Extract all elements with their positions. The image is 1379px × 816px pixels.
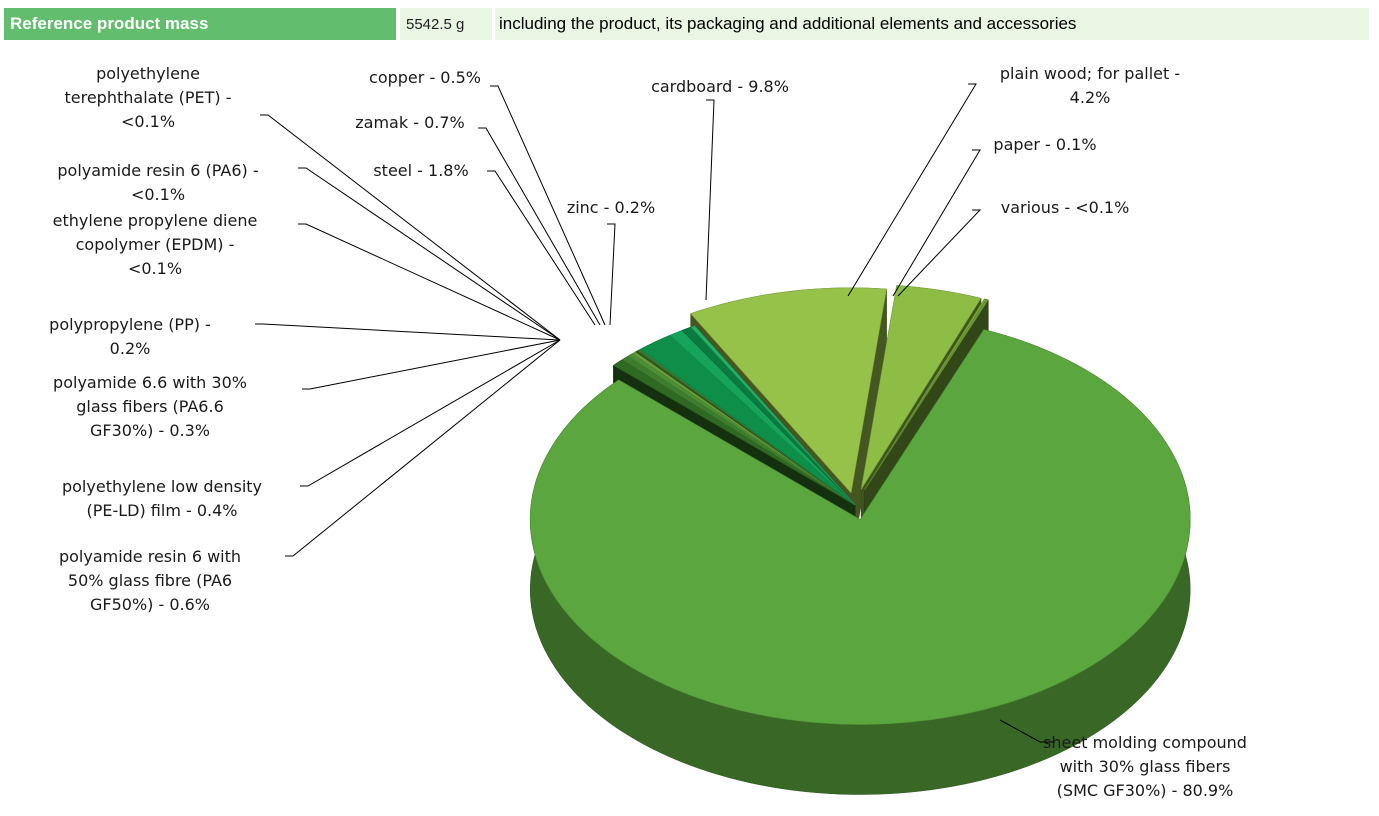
leader-line	[847, 83, 977, 297]
pie-slice	[864, 299, 989, 491]
leader-line	[490, 85, 606, 326]
leader-line	[255, 323, 561, 341]
leader-line	[897, 209, 982, 297]
leader-line	[300, 339, 561, 487]
leader-line	[298, 167, 561, 341]
pie-slice	[690, 287, 887, 494]
leader-line	[705, 99, 715, 301]
slice-label: steel - 1.8%	[373, 161, 468, 180]
slice-label: cardboard - 9.8%	[651, 77, 789, 96]
slice-label: polyethylene low density (PE-LD) film - 0…	[62, 477, 262, 520]
leader-line	[607, 223, 616, 326]
slice-label: zinc - 0.2%	[567, 198, 655, 217]
slice-label: sheet molding compound with 30% glass fib…	[1043, 733, 1247, 800]
leader-line	[478, 127, 601, 326]
slice-label: plain wood; for pallet -4.2%	[1000, 64, 1180, 107]
slice-label: paper - 0.1%	[993, 135, 1096, 154]
leader-line	[487, 170, 596, 326]
leader-line	[302, 339, 561, 390]
pie-slice	[690, 325, 856, 506]
slice-label: zamak - 0.7%	[355, 113, 464, 132]
slice-label: ethylene propylene diene copolymer (EPDM)…	[53, 211, 258, 278]
leader-line	[892, 149, 981, 297]
slice-label: various - <0.1%	[1001, 198, 1130, 217]
pie-slice	[529, 329, 1191, 725]
leader-line	[298, 223, 561, 341]
slice-label: polypropylene (PP) -0.2%	[49, 315, 211, 358]
pie-labels: sheet molding compound with 30% glass fib…	[49, 64, 1247, 800]
pie-tops	[529, 285, 1191, 725]
pie-slice	[860, 285, 982, 490]
slice-label: polyethylene terephthalate (PET) -<0.1%	[64, 64, 231, 131]
reference-mass-value: 5542.5 g	[400, 8, 492, 40]
leader-line	[999, 719, 1055, 743]
slice-label: polyamide resin 6 with 50% glass fibre (P…	[59, 547, 241, 614]
reference-mass-note: including the product, its packaging and…	[495, 8, 1369, 40]
leader-line	[260, 114, 561, 341]
leader-line	[285, 339, 561, 557]
slice-label: copper - 0.5%	[369, 68, 481, 87]
reference-mass-label: Reference product mass	[4, 8, 396, 40]
slice-label: polyamide resin 6 (PA6) -<0.1%	[57, 161, 258, 204]
slice-label: polyamide 6.6 with 30% glass fibers (PA6.…	[53, 373, 247, 440]
